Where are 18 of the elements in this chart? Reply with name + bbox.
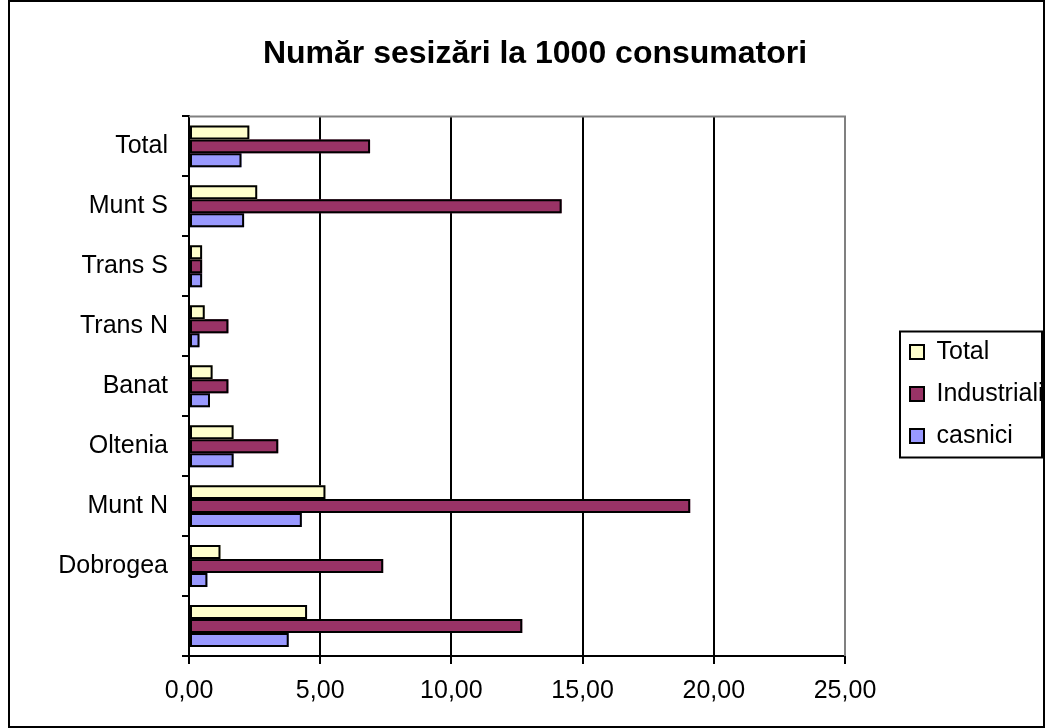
x-tick-label: 20,00	[682, 674, 746, 703]
y-tick-label: Total	[115, 130, 168, 159]
y-tick-label: Munt S	[88, 190, 168, 219]
y-tick-label: Oltenia	[88, 430, 169, 459]
y-tick-label: Munt N	[87, 490, 168, 518]
x-tick-label: 10,00	[420, 674, 483, 703]
x-tick-label: 25,00	[813, 674, 877, 703]
x-tick-label: 5,00	[295, 674, 345, 703]
chart-title: Număr sesizări la 1000 consumatori	[262, 34, 808, 71]
y-tick-label: Banat	[102, 370, 169, 399]
legend-label: Industriali	[936, 377, 1044, 406]
x-tick-label: 0,00	[164, 674, 214, 703]
legend-label: Total	[936, 335, 990, 364]
y-tick-label: Dobrogea	[58, 549, 169, 578]
x-tick-label: 15,00	[551, 674, 614, 703]
y-tick-label: Trans S	[81, 250, 168, 279]
legend-label: casnici	[936, 419, 1013, 448]
y-tick-label: Trans N	[80, 310, 168, 339]
